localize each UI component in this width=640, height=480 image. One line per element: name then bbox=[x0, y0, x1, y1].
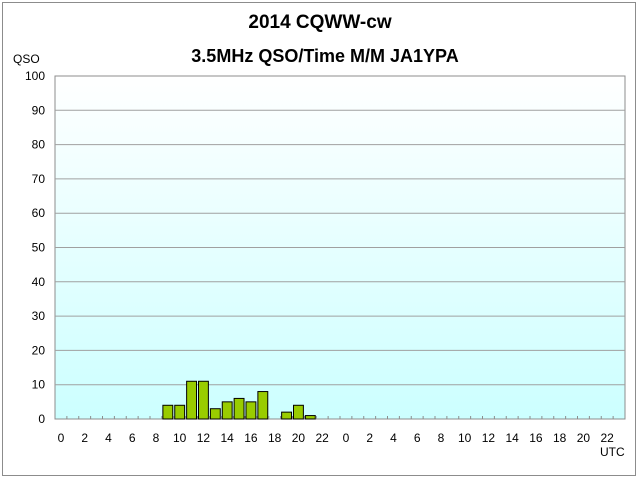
x-tick-label: 22 bbox=[316, 431, 330, 445]
bar bbox=[221, 401, 233, 420]
x-tick-label: 14 bbox=[221, 431, 235, 445]
chart-subtitle: 3.5MHz QSO/Time M/M JA1YPA bbox=[191, 46, 459, 66]
x-tick-label: 14 bbox=[506, 431, 520, 445]
y-tick-label: 80 bbox=[32, 138, 46, 152]
y-tick-label: 70 bbox=[32, 172, 46, 186]
gridlines bbox=[55, 109, 625, 386]
y-tick-label: 20 bbox=[32, 343, 46, 357]
y-tick-label: 40 bbox=[32, 275, 46, 289]
y-tick-label: 10 bbox=[32, 378, 46, 392]
chart-title: 2014 CQWW-cw bbox=[248, 12, 392, 33]
bar bbox=[245, 401, 257, 420]
bar bbox=[209, 408, 221, 420]
x-tick-label: 12 bbox=[197, 431, 211, 445]
y-tick-label: 0 bbox=[38, 412, 45, 426]
x-tick-label: 6 bbox=[129, 431, 136, 445]
x-tick-label: 8 bbox=[438, 431, 445, 445]
x-tick-label: 0 bbox=[58, 431, 65, 445]
x-tick-label: 8 bbox=[153, 431, 160, 445]
bar bbox=[186, 380, 198, 420]
x-tick-label: 20 bbox=[577, 431, 591, 445]
x-tick-label: 10 bbox=[458, 431, 472, 445]
x-tick-label: 2 bbox=[366, 431, 373, 445]
x-tick-label: 4 bbox=[105, 431, 112, 445]
bar bbox=[304, 415, 316, 420]
x-axis-label: UTC bbox=[600, 445, 625, 459]
y-tick-labels: 0 10 20 30 40 50 60 70 80 90 100 bbox=[25, 69, 45, 426]
x-tick-label: 22 bbox=[601, 431, 615, 445]
bar bbox=[162, 404, 174, 420]
bar bbox=[198, 380, 209, 420]
x-tick-label: 10 bbox=[173, 431, 187, 445]
bar bbox=[293, 404, 304, 420]
y-tick-label: 100 bbox=[25, 69, 45, 83]
x-tick-label: 2 bbox=[81, 431, 88, 445]
bar bbox=[174, 404, 186, 420]
x-tick-label: 12 bbox=[482, 431, 496, 445]
bar bbox=[281, 411, 293, 420]
y-axis-label: QSO bbox=[13, 52, 40, 66]
x-tick-label: 18 bbox=[553, 431, 567, 445]
x-tick-label: 16 bbox=[529, 431, 543, 445]
x-tick-label: 16 bbox=[244, 431, 258, 445]
y-tick-label: 30 bbox=[32, 309, 46, 323]
y-tick-label: 50 bbox=[32, 241, 46, 255]
x-tick-label: 0 bbox=[343, 431, 350, 445]
y-tick-label: 90 bbox=[32, 103, 46, 117]
x-tick-label: 20 bbox=[292, 431, 306, 445]
bars bbox=[66, 380, 626, 420]
bar bbox=[233, 397, 245, 420]
x-tick-label: 6 bbox=[414, 431, 421, 445]
x-tick-label: 18 bbox=[268, 431, 282, 445]
bar bbox=[257, 391, 269, 420]
x-tick-labels: 0 2 4 6 8 10 12 14 16 18 20 22 0 2 4 6 8 10 12 14 16 18 20 22 bbox=[58, 431, 615, 445]
x-tick-label: 4 bbox=[390, 431, 397, 445]
y-tick-label: 60 bbox=[32, 206, 46, 220]
